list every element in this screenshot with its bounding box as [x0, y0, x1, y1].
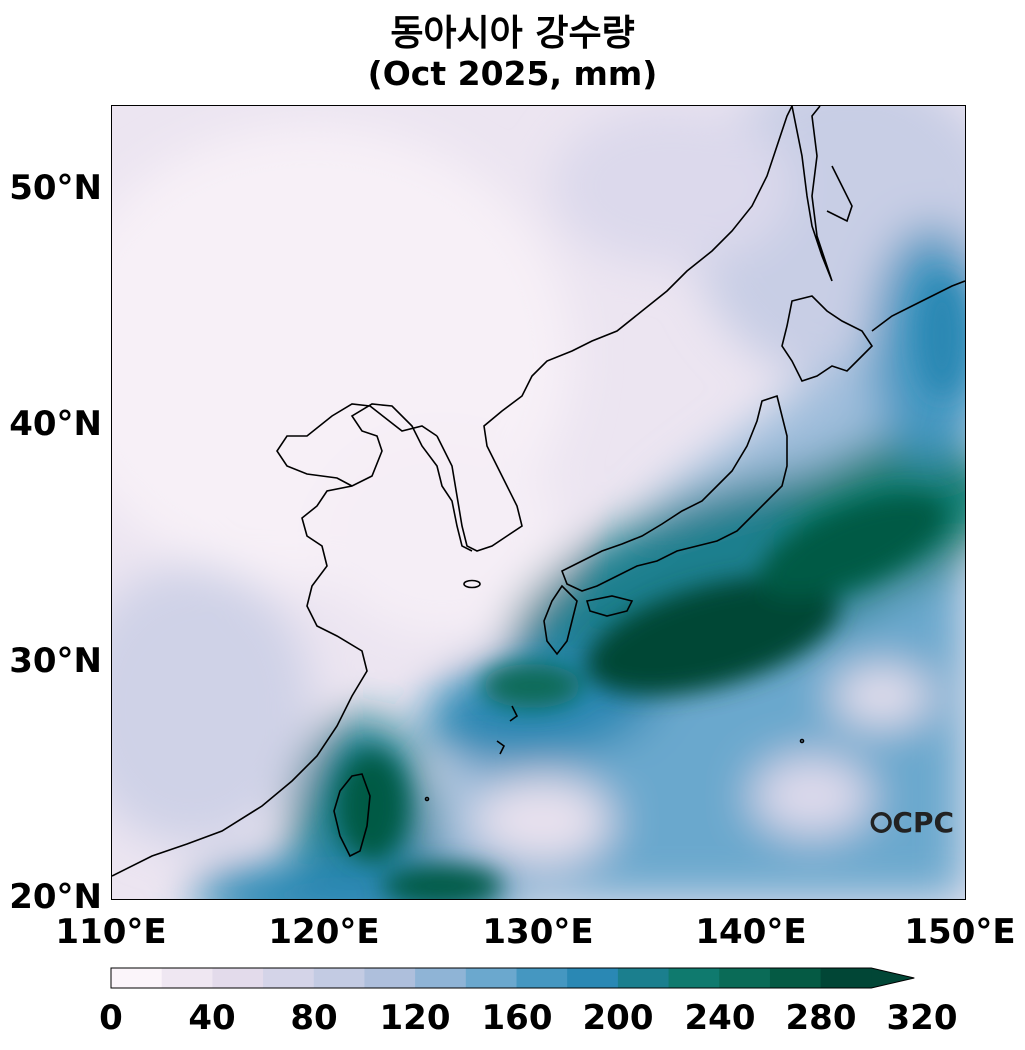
map-title: 동아시아 강수량	[390, 13, 635, 54]
colorbar-label: 120	[379, 998, 451, 1038]
colorbar-swatch	[516, 968, 568, 988]
colorbar-label: 240	[684, 998, 756, 1038]
colorbar-swatch	[161, 968, 213, 988]
colorbar-swatch	[567, 968, 619, 988]
colorbar-label: 320	[886, 998, 958, 1038]
x-tick-label: 150°E	[904, 912, 1016, 952]
logo-mark-icon: ⭘	[870, 806, 893, 839]
precipitation-field	[112, 106, 965, 899]
colorbar-label: 160	[481, 998, 553, 1038]
colorbar-extend-arrow	[871, 968, 915, 988]
x-tick-label: 110°E	[55, 912, 167, 952]
colorbar-swatch	[668, 968, 720, 988]
colorbar-label: 280	[785, 998, 857, 1038]
colorbar-swatch	[617, 968, 670, 988]
y-tick-label: 50°N	[9, 168, 102, 208]
colorbar-label: 200	[582, 998, 654, 1038]
colorbar-swatch	[769, 968, 822, 988]
x-tick-label: 140°E	[695, 912, 807, 952]
precipitation-map: ⭘CPC	[111, 105, 966, 900]
colorbar-label: 0	[99, 998, 123, 1038]
colorbar	[110, 967, 915, 989]
y-tick-label: 20°N	[9, 877, 102, 917]
x-tick-label: 120°E	[268, 912, 380, 952]
colorbar-label: 80	[290, 998, 338, 1038]
colorbar-swatch	[313, 968, 365, 988]
colorbar-swatch	[212, 968, 264, 988]
colorbar-label: 40	[188, 998, 236, 1038]
colorbar-swatch	[111, 968, 163, 988]
colorbar-swatch	[415, 968, 467, 988]
colorbar-swatch	[263, 968, 315, 988]
cpc-logo: ⭘CPC	[870, 806, 955, 839]
colorbar-swatch	[465, 968, 517, 988]
x-tick-label: 130°E	[482, 912, 594, 952]
colorbar-swatch	[364, 968, 416, 988]
colorbar-outline	[110, 967, 915, 989]
y-tick-label: 30°N	[9, 641, 102, 681]
y-tick-label: 40°N	[9, 404, 102, 444]
colorbar-swatch	[719, 968, 771, 988]
colorbar-swatch	[820, 968, 872, 988]
coastlines	[112, 106, 965, 877]
map-subtitle: (Oct 2025, mm)	[367, 54, 658, 93]
